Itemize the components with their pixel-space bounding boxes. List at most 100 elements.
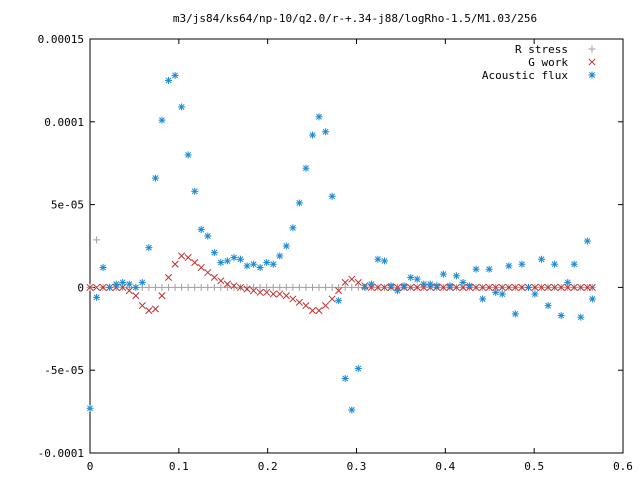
marker-stroke bbox=[185, 151, 192, 158]
data-point bbox=[236, 255, 244, 263]
marker-stroke bbox=[126, 281, 133, 288]
data-point bbox=[551, 260, 559, 268]
marker-stroke bbox=[276, 252, 283, 259]
data-point bbox=[498, 283, 506, 291]
y-tick-label: 5e-05 bbox=[51, 199, 84, 212]
marker-stroke bbox=[328, 295, 336, 303]
data-point bbox=[557, 283, 565, 291]
marker-stroke bbox=[466, 282, 473, 289]
data-point bbox=[335, 283, 343, 291]
marker-stroke bbox=[211, 249, 218, 256]
marker-stroke bbox=[538, 256, 545, 263]
marker-stroke bbox=[486, 266, 493, 273]
marker-stroke bbox=[589, 72, 595, 78]
marker-stroke bbox=[492, 289, 499, 296]
data-point bbox=[544, 302, 552, 310]
x-tick-label: 0.1 bbox=[169, 460, 189, 473]
data-point bbox=[505, 262, 513, 270]
marker-stroke bbox=[139, 279, 146, 286]
data-point bbox=[197, 283, 205, 291]
marker-stroke bbox=[446, 282, 453, 289]
marker-stroke bbox=[348, 275, 356, 283]
marker-stroke bbox=[256, 288, 264, 296]
marker-stroke bbox=[224, 257, 231, 264]
data-point bbox=[282, 292, 290, 300]
data-point bbox=[439, 283, 447, 291]
marker-stroke bbox=[544, 283, 552, 291]
marker-stroke bbox=[401, 282, 408, 289]
marker-stroke bbox=[178, 252, 186, 260]
marker-stroke bbox=[93, 294, 100, 301]
data-point bbox=[250, 287, 258, 295]
marker-stroke bbox=[269, 290, 277, 298]
marker-stroke bbox=[244, 262, 251, 269]
series-layer bbox=[86, 71, 596, 414]
x-tick-label: 0.5 bbox=[524, 460, 544, 473]
marker-stroke bbox=[276, 290, 284, 298]
data-point bbox=[452, 283, 460, 291]
data-point bbox=[295, 283, 303, 291]
marker-stroke bbox=[263, 259, 270, 266]
data-point bbox=[407, 273, 415, 281]
data-point bbox=[570, 260, 578, 268]
data-point bbox=[407, 283, 415, 291]
legend-marker bbox=[588, 58, 596, 66]
data-point bbox=[204, 283, 212, 291]
marker-stroke bbox=[584, 238, 591, 244]
data-point bbox=[588, 283, 596, 291]
data-point bbox=[511, 283, 519, 291]
data-point bbox=[178, 103, 186, 111]
data-point bbox=[145, 283, 153, 291]
data-point bbox=[531, 283, 539, 291]
data-point bbox=[269, 260, 277, 268]
data-point bbox=[577, 313, 585, 321]
marker-stroke bbox=[551, 261, 558, 268]
data-point bbox=[99, 264, 107, 272]
data-point bbox=[223, 257, 231, 265]
data-point bbox=[119, 278, 127, 286]
data-point bbox=[217, 259, 225, 267]
marker-stroke bbox=[335, 297, 342, 304]
data-point bbox=[328, 192, 336, 200]
marker-stroke bbox=[303, 165, 309, 172]
data-point bbox=[420, 280, 428, 288]
marker-stroke bbox=[545, 302, 552, 309]
marker-stroke bbox=[237, 256, 244, 263]
marker-stroke bbox=[198, 226, 205, 233]
data-point bbox=[394, 287, 402, 295]
y-tick-label: 0.00015 bbox=[38, 33, 84, 46]
marker-stroke bbox=[197, 263, 205, 272]
marker-stroke bbox=[335, 287, 343, 295]
data-point bbox=[544, 283, 552, 291]
marker-stroke bbox=[263, 288, 271, 296]
marker-stroke bbox=[440, 271, 447, 278]
data-point bbox=[387, 282, 395, 290]
marker-stroke bbox=[210, 273, 218, 282]
data-point bbox=[223, 280, 231, 288]
data-point bbox=[335, 297, 343, 305]
marker-stroke bbox=[164, 273, 173, 282]
marker-stroke bbox=[295, 298, 303, 306]
data-point bbox=[588, 295, 596, 303]
marker-stroke bbox=[158, 292, 166, 300]
data-point bbox=[557, 312, 565, 320]
legend-label: R stress bbox=[515, 43, 568, 56]
data-point bbox=[151, 174, 159, 182]
marker-stroke bbox=[106, 284, 113, 291]
data-point bbox=[518, 283, 526, 291]
data-point bbox=[191, 187, 199, 195]
marker-stroke bbox=[589, 296, 596, 302]
data-point bbox=[263, 283, 271, 291]
data-point bbox=[243, 262, 251, 270]
x-tick-label: 0 bbox=[87, 460, 94, 473]
data-point bbox=[165, 76, 173, 84]
marker-stroke bbox=[577, 314, 584, 321]
y-tick-label: 0 bbox=[77, 281, 84, 294]
marker-stroke bbox=[564, 279, 571, 286]
marker-stroke bbox=[86, 283, 94, 291]
data-point bbox=[413, 275, 421, 283]
data-point bbox=[184, 283, 192, 291]
marker-stroke bbox=[93, 283, 101, 291]
data-point bbox=[243, 285, 251, 293]
